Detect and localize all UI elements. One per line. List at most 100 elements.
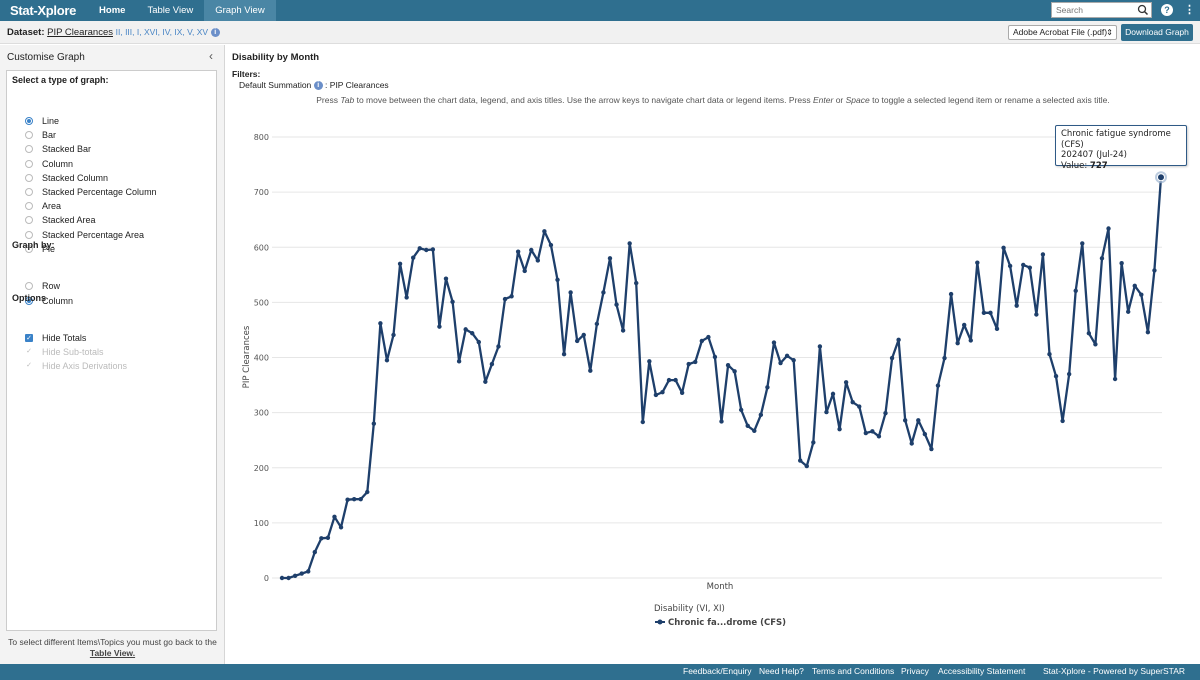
data-point[interactable] bbox=[1053, 374, 1059, 379]
x-axis-title[interactable]: Month bbox=[707, 582, 734, 592]
data-point[interactable] bbox=[502, 296, 508, 302]
data-point[interactable] bbox=[568, 290, 573, 295]
data-point[interactable] bbox=[332, 514, 337, 520]
download-format-select[interactable]: Adobe Acrobat File (.pdf) ⇕ bbox=[1008, 25, 1117, 40]
data-point[interactable] bbox=[634, 280, 639, 286]
data-point[interactable] bbox=[509, 294, 514, 299]
data-point[interactable] bbox=[1106, 226, 1111, 231]
data-point[interactable] bbox=[489, 361, 495, 367]
data-point[interactable] bbox=[863, 430, 869, 436]
data-point[interactable] bbox=[338, 525, 344, 530]
data-point[interactable] bbox=[765, 385, 770, 390]
data-point[interactable] bbox=[738, 407, 744, 413]
data-point[interactable] bbox=[1034, 312, 1039, 317]
data-point[interactable] bbox=[1040, 252, 1046, 257]
graph-type-option[interactable]: Stacked Area bbox=[25, 214, 96, 226]
footer-terms-link[interactable]: Terms and Conditions bbox=[812, 666, 895, 676]
data-point[interactable] bbox=[1066, 371, 1072, 377]
data-point[interactable] bbox=[358, 496, 363, 502]
line-chart[interactable]: 0 100 200 300 400 500 600 700 800 PIP Clearances M… bbox=[226, 45, 1200, 645]
data-point[interactable] bbox=[601, 290, 606, 295]
data-point[interactable] bbox=[988, 310, 993, 316]
radio-button[interactable] bbox=[25, 145, 33, 154]
data-point[interactable] bbox=[725, 363, 731, 368]
data-point[interactable] bbox=[732, 369, 737, 374]
data-point[interactable] bbox=[417, 246, 422, 251]
data-point[interactable] bbox=[535, 258, 541, 263]
data-point[interactable] bbox=[719, 419, 724, 424]
data-point[interactable] bbox=[896, 337, 901, 343]
data-point[interactable] bbox=[686, 361, 691, 367]
data-point[interactable] bbox=[483, 379, 488, 384]
data-point[interactable] bbox=[837, 426, 842, 432]
data-point[interactable] bbox=[811, 440, 816, 445]
data-point[interactable] bbox=[279, 575, 285, 581]
footer-privacy-link[interactable]: Privacy bbox=[901, 666, 929, 676]
y-axis-title[interactable]: PIP Clearances bbox=[242, 325, 252, 388]
data-point[interactable] bbox=[798, 458, 803, 463]
data-point[interactable] bbox=[955, 340, 960, 346]
data-point[interactable] bbox=[529, 247, 534, 253]
option-checkbox-row[interactable]: ✓ Hide Totals bbox=[25, 332, 86, 344]
radio-button[interactable] bbox=[25, 296, 33, 305]
graph-type-option[interactable]: Pie bbox=[25, 243, 55, 255]
info-icon[interactable]: i bbox=[313, 81, 323, 91]
data-point[interactable] bbox=[548, 242, 554, 248]
data-point[interactable] bbox=[1086, 331, 1092, 336]
collapse-chevron-icon[interactable]: ‹ bbox=[209, 49, 213, 63]
data-point[interactable] bbox=[397, 261, 403, 266]
data-point[interactable] bbox=[1119, 261, 1124, 266]
footer-help-link[interactable]: Need Help? bbox=[759, 666, 804, 676]
data-point[interactable] bbox=[607, 256, 613, 261]
data-point[interactable] bbox=[1145, 329, 1151, 335]
graph-type-option[interactable]: Stacked Percentage Column bbox=[25, 186, 157, 198]
data-point[interactable] bbox=[620, 328, 626, 333]
radio-button[interactable] bbox=[25, 117, 33, 125]
data-point[interactable] bbox=[515, 249, 521, 254]
data-point[interactable] bbox=[443, 276, 449, 281]
data-point[interactable] bbox=[542, 229, 547, 234]
data-point[interactable] bbox=[1014, 303, 1019, 308]
data-point[interactable] bbox=[876, 434, 882, 439]
data-point[interactable] bbox=[410, 255, 416, 260]
data-point[interactable] bbox=[1047, 351, 1052, 357]
data-point[interactable] bbox=[883, 410, 888, 416]
download-graph-button[interactable]: Download Graph bbox=[1121, 24, 1193, 41]
data-point[interactable] bbox=[817, 344, 823, 349]
data-point[interactable] bbox=[286, 575, 291, 581]
data-point[interactable] bbox=[771, 340, 777, 345]
data-point[interactable] bbox=[614, 302, 619, 307]
data-point[interactable] bbox=[824, 409, 829, 415]
data-point[interactable] bbox=[371, 421, 377, 426]
data-point[interactable] bbox=[653, 392, 659, 398]
data-point[interactable] bbox=[962, 322, 967, 328]
dataset-codes[interactable]: II, III, I, XVI, IV, IX, V, XV bbox=[115, 27, 209, 37]
graph-by-option[interactable]: Column bbox=[25, 295, 73, 307]
data-point[interactable] bbox=[450, 299, 455, 305]
data-point[interactable] bbox=[1001, 245, 1006, 251]
data-point[interactable] bbox=[994, 326, 1000, 332]
info-icon[interactable]: i bbox=[210, 27, 220, 37]
tab-table-view[interactable]: Table View bbox=[147, 5, 194, 16]
data-point[interactable] bbox=[699, 338, 705, 344]
data-point[interactable] bbox=[1027, 265, 1033, 270]
data-point[interactable] bbox=[948, 291, 954, 297]
data-point[interactable] bbox=[712, 354, 718, 360]
data-point[interactable] bbox=[463, 327, 468, 332]
radio-button[interactable] bbox=[25, 230, 33, 239]
data-point[interactable] bbox=[843, 380, 849, 385]
data-point[interactable] bbox=[929, 446, 934, 452]
data-point[interactable] bbox=[830, 391, 836, 397]
data-point[interactable] bbox=[555, 277, 560, 282]
radio-button[interactable] bbox=[25, 282, 33, 290]
data-point[interactable] bbox=[935, 383, 941, 388]
data-point[interactable] bbox=[857, 404, 862, 409]
data-point[interactable] bbox=[1060, 418, 1065, 424]
legend-item-label[interactable]: Chronic fa...drome (CFS) bbox=[668, 618, 786, 628]
data-point[interactable] bbox=[673, 377, 678, 383]
data-point[interactable] bbox=[647, 359, 652, 364]
table-view-link[interactable]: Table View. bbox=[89, 648, 136, 658]
data-point[interactable] bbox=[594, 321, 600, 327]
data-point[interactable] bbox=[752, 428, 757, 434]
data-point[interactable] bbox=[384, 358, 390, 363]
